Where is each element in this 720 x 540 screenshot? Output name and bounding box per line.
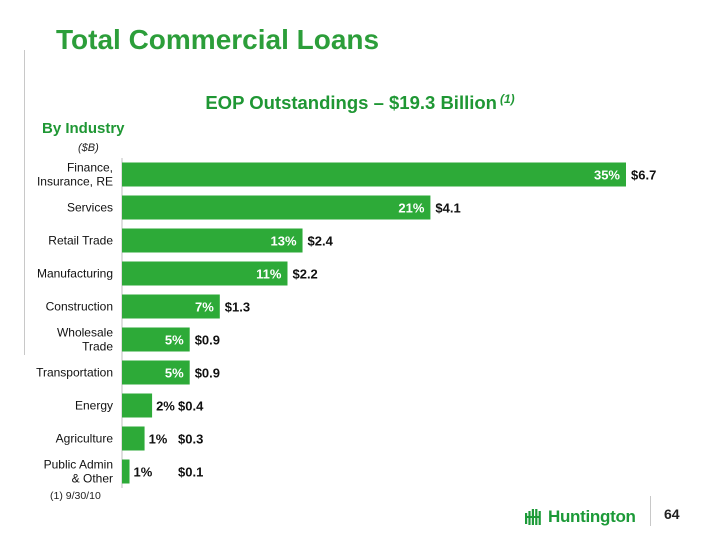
category-label: Finance, Insurance, RE bbox=[37, 161, 113, 189]
bar bbox=[122, 426, 145, 451]
bar bbox=[122, 393, 153, 418]
value-label: $0.9 bbox=[195, 333, 220, 348]
value-label: $0.9 bbox=[195, 366, 220, 381]
percent-label: 5% bbox=[165, 366, 184, 381]
bar bbox=[122, 261, 288, 286]
section-label: By Industry bbox=[42, 120, 125, 137]
logo-text: Huntington bbox=[548, 507, 636, 526]
percent-label: 1% bbox=[134, 465, 153, 480]
bar bbox=[122, 162, 626, 187]
page-number: 64 bbox=[664, 506, 680, 522]
slide-title: Total Commercial Loans bbox=[56, 24, 380, 55]
value-label: $6.7 bbox=[631, 168, 656, 183]
percent-label: 5% bbox=[165, 333, 184, 348]
bar bbox=[122, 327, 190, 352]
category-label: Retail Trade bbox=[48, 234, 113, 248]
category-label: Services bbox=[67, 201, 113, 215]
category-label: Public Admin & Other bbox=[44, 458, 113, 486]
percent-label: 13% bbox=[271, 234, 297, 249]
frame-divider-right bbox=[650, 496, 651, 526]
chart-subtitle: EOP Outstandings – $19.3 Billion (1) bbox=[0, 92, 720, 114]
value-label: $0.3 bbox=[178, 432, 203, 447]
category-label: Agriculture bbox=[56, 432, 114, 446]
subtitle-footnote-marker: (1) bbox=[499, 92, 515, 106]
footnote: (1) 9/30/10 bbox=[50, 490, 101, 502]
value-label: $4.1 bbox=[435, 201, 460, 216]
percent-label: 2% bbox=[156, 399, 175, 414]
category-label: Wholesale Trade bbox=[57, 326, 113, 354]
value-label: $0.1 bbox=[178, 465, 203, 480]
category-label: Transportation bbox=[36, 366, 113, 380]
huntington-logo-icon bbox=[525, 509, 541, 525]
frame-divider-left bbox=[24, 50, 25, 355]
value-label: $0.4 bbox=[178, 399, 204, 414]
bar bbox=[122, 459, 130, 484]
value-label: $2.4 bbox=[308, 234, 334, 249]
value-label: $2.2 bbox=[292, 267, 317, 282]
percent-label: 35% bbox=[594, 168, 620, 183]
unit-label: ($B) bbox=[78, 142, 99, 154]
huntington-logo: Huntington bbox=[524, 506, 636, 528]
bar bbox=[122, 228, 303, 253]
percent-label: 21% bbox=[398, 201, 424, 216]
bar bbox=[122, 195, 431, 220]
bar bbox=[122, 360, 190, 385]
percent-label: 1% bbox=[149, 432, 168, 447]
category-label: Manufacturing bbox=[37, 267, 113, 281]
subtitle-text: EOP Outstandings – $19.3 Billion bbox=[205, 92, 497, 113]
category-label: Energy bbox=[75, 399, 113, 413]
bar bbox=[122, 294, 220, 319]
percent-label: 11% bbox=[256, 267, 282, 282]
percent-label: 7% bbox=[195, 300, 214, 315]
category-label: Construction bbox=[46, 300, 113, 314]
value-label: $1.3 bbox=[225, 300, 250, 315]
